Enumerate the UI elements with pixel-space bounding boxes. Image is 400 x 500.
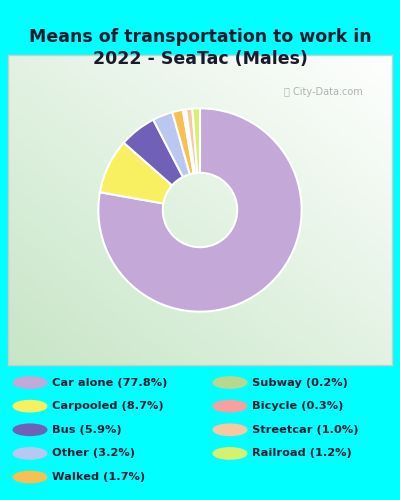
Wedge shape <box>172 110 194 174</box>
Wedge shape <box>100 143 172 204</box>
Text: Carpooled (8.7%): Carpooled (8.7%) <box>52 401 164 411</box>
Wedge shape <box>183 110 194 174</box>
Wedge shape <box>98 108 302 312</box>
Wedge shape <box>192 108 200 173</box>
Text: Railroad (1.2%): Railroad (1.2%) <box>252 448 352 458</box>
Circle shape <box>213 377 247 388</box>
Text: Means of transportation to work in
2022 - SeaTac (Males): Means of transportation to work in 2022 … <box>29 28 371 68</box>
Circle shape <box>13 400 47 412</box>
Circle shape <box>13 424 47 436</box>
Circle shape <box>213 448 247 459</box>
Text: Car alone (77.8%): Car alone (77.8%) <box>52 378 167 388</box>
Circle shape <box>13 472 47 482</box>
Wedge shape <box>186 108 197 173</box>
Text: Subway (0.2%): Subway (0.2%) <box>252 378 348 388</box>
Text: Bicycle (0.3%): Bicycle (0.3%) <box>252 401 343 411</box>
Text: Walked (1.7%): Walked (1.7%) <box>52 472 145 482</box>
Text: Streetcar (1.0%): Streetcar (1.0%) <box>252 425 358 435</box>
Circle shape <box>213 424 247 436</box>
Text: Bus (5.9%): Bus (5.9%) <box>52 425 122 435</box>
Wedge shape <box>184 110 195 174</box>
Circle shape <box>13 377 47 388</box>
Wedge shape <box>124 120 183 186</box>
Circle shape <box>13 448 47 459</box>
Text: ⓘ City-Data.com: ⓘ City-Data.com <box>284 87 362 97</box>
Wedge shape <box>153 112 190 177</box>
Circle shape <box>213 400 247 412</box>
Text: Other (3.2%): Other (3.2%) <box>52 448 135 458</box>
